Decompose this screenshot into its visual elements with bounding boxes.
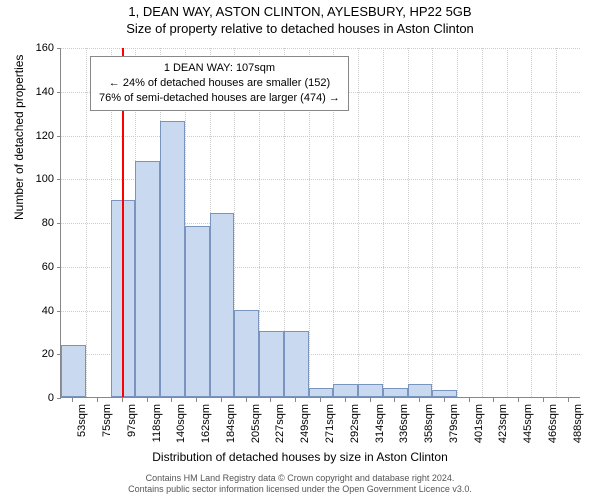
histogram-bar	[309, 388, 334, 397]
gridline-v	[531, 48, 532, 397]
x-tick-label: 118sqm	[151, 404, 163, 442]
gridline-v	[482, 48, 483, 397]
x-tick-mark	[518, 398, 519, 402]
x-tick-mark	[444, 398, 445, 402]
x-tick-label: 53sqm	[76, 404, 88, 437]
annot-line2: ← 24% of detached houses are smaller (15…	[99, 76, 340, 91]
x-tick-mark	[469, 398, 470, 402]
annotation-box: 1 DEAN WAY: 107sqm ← 24% of detached hou…	[90, 56, 349, 111]
x-tick-mark	[270, 398, 271, 402]
histogram-bar	[432, 390, 457, 397]
x-tick-label: 314sqm	[374, 404, 386, 443]
main-title: 1, DEAN WAY, ASTON CLINTON, AYLESBURY, H…	[0, 4, 600, 19]
y-tick-label: 80	[24, 217, 54, 229]
x-tick-mark	[97, 398, 98, 402]
x-tick-label: 358sqm	[423, 404, 435, 443]
x-tick-mark	[394, 398, 395, 402]
histogram-bar	[358, 384, 383, 397]
gridline-v	[432, 48, 433, 397]
x-tick-mark	[221, 398, 222, 402]
gridline-v	[408, 48, 409, 397]
footer: Contains HM Land Registry data © Crown c…	[0, 473, 600, 496]
x-tick-label: 249sqm	[299, 404, 311, 443]
x-tick-label: 271sqm	[324, 404, 336, 443]
y-tick-mark	[57, 48, 61, 49]
histogram-bar	[135, 161, 160, 397]
histogram-bar	[284, 331, 309, 397]
gridline-v	[86, 48, 87, 397]
y-tick-label: 140	[24, 86, 54, 98]
x-tick-label: 445sqm	[522, 404, 534, 443]
y-tick-label: 40	[24, 305, 54, 317]
chart-area: 1 DEAN WAY: 107sqm ← 24% of detached hou…	[60, 48, 580, 398]
x-tick-mark	[246, 398, 247, 402]
x-tick-label: 292sqm	[349, 404, 361, 443]
y-tick-mark	[57, 136, 61, 137]
x-tick-label: 97sqm	[126, 404, 138, 437]
histogram-bar	[234, 310, 259, 398]
y-tick-label: 0	[24, 392, 54, 404]
x-tick-mark	[568, 398, 569, 402]
x-tick-label: 227sqm	[274, 404, 286, 443]
x-tick-mark	[419, 398, 420, 402]
gridline-v	[507, 48, 508, 397]
x-tick-mark	[171, 398, 172, 402]
x-tick-mark	[345, 398, 346, 402]
x-tick-mark	[295, 398, 296, 402]
y-tick-label: 60	[24, 261, 54, 273]
gridline-v	[383, 48, 384, 397]
gridline-v	[358, 48, 359, 397]
y-tick-label: 20	[24, 348, 54, 360]
histogram-bar	[210, 213, 235, 397]
histogram-bar	[160, 121, 185, 397]
x-tick-label: 401sqm	[473, 404, 485, 443]
annot-line1: 1 DEAN WAY: 107sqm	[99, 61, 340, 76]
annot-line3: 76% of semi-detached houses are larger (…	[99, 91, 340, 106]
histogram-bar	[185, 226, 210, 397]
histogram-bar	[333, 384, 358, 397]
x-tick-mark	[196, 398, 197, 402]
y-tick-label: 100	[24, 173, 54, 185]
x-tick-label: 184sqm	[225, 404, 237, 443]
x-tick-label: 336sqm	[398, 404, 410, 443]
x-tick-mark	[147, 398, 148, 402]
x-tick-label: 205sqm	[250, 404, 262, 443]
x-tick-label: 75sqm	[101, 404, 113, 437]
y-tick-mark	[57, 267, 61, 268]
gridline-v	[457, 48, 458, 397]
histogram-bar	[259, 331, 284, 397]
histogram-bar	[383, 388, 408, 397]
x-tick-label: 140sqm	[175, 404, 187, 443]
x-tick-mark	[122, 398, 123, 402]
y-tick-mark	[57, 223, 61, 224]
x-axis-label: Distribution of detached houses by size …	[0, 450, 600, 464]
x-tick-mark	[370, 398, 371, 402]
x-tick-label: 488sqm	[572, 404, 584, 443]
x-tick-mark	[543, 398, 544, 402]
y-tick-mark	[57, 398, 61, 399]
x-tick-label: 423sqm	[497, 404, 509, 443]
x-tick-mark	[493, 398, 494, 402]
gridline-h	[61, 48, 580, 49]
gridline-v	[556, 48, 557, 397]
footer-line2: Contains public sector information licen…	[0, 484, 600, 496]
sub-title: Size of property relative to detached ho…	[0, 21, 600, 36]
footer-line1: Contains HM Land Registry data © Crown c…	[0, 473, 600, 485]
histogram-bar	[61, 345, 86, 398]
x-tick-mark	[320, 398, 321, 402]
x-tick-mark	[72, 398, 73, 402]
y-tick-mark	[57, 92, 61, 93]
x-tick-label: 466sqm	[547, 404, 559, 443]
histogram-bar	[408, 384, 433, 397]
x-tick-label: 162sqm	[200, 404, 212, 443]
y-tick-mark	[57, 179, 61, 180]
y-tick-label: 120	[24, 130, 54, 142]
x-tick-label: 379sqm	[448, 404, 460, 443]
y-tick-mark	[57, 311, 61, 312]
y-tick-label: 160	[24, 42, 54, 54]
gridline-h	[61, 136, 580, 137]
